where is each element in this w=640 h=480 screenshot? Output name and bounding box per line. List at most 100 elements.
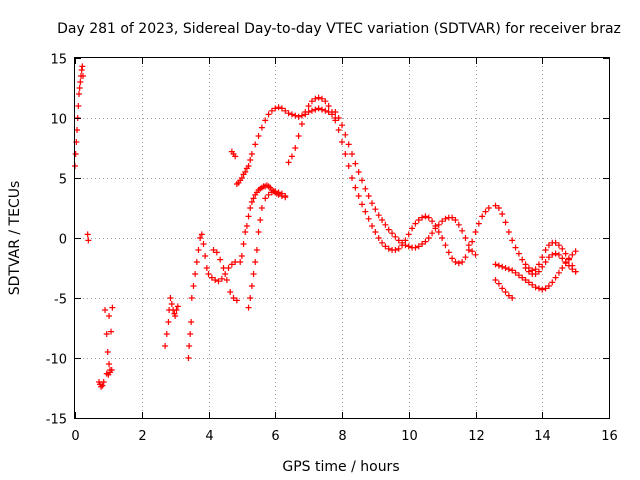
data-point <box>242 229 249 235</box>
data-point <box>349 175 356 181</box>
data-point <box>519 274 526 281</box>
data-point <box>552 274 559 281</box>
data-point <box>173 307 180 313</box>
data-point <box>382 243 389 250</box>
data-point <box>228 261 235 268</box>
data-point <box>412 220 419 227</box>
data-point <box>495 262 502 269</box>
x-tick-label: 14 <box>534 429 551 444</box>
data-point <box>288 111 295 118</box>
data-point <box>535 261 542 268</box>
data-point <box>555 251 562 258</box>
data-point <box>342 151 349 157</box>
data-point <box>379 217 386 223</box>
data-point <box>425 214 432 221</box>
data-point <box>312 95 319 102</box>
data-point <box>85 237 92 244</box>
data-point <box>305 103 312 109</box>
data-point <box>385 226 392 233</box>
data-point <box>392 233 399 240</box>
data-point <box>205 271 212 277</box>
data-point <box>349 151 356 157</box>
data-point <box>222 271 229 277</box>
data-point <box>512 244 519 251</box>
data-point <box>213 249 220 256</box>
data-point <box>250 271 257 277</box>
data-point <box>197 235 204 241</box>
data-point <box>365 193 372 199</box>
data-point <box>352 160 359 167</box>
data-point <box>108 328 115 335</box>
y-tick-label: -15 <box>46 413 67 428</box>
data-point <box>78 67 85 73</box>
data-point <box>322 107 329 114</box>
data-point <box>237 259 244 265</box>
data-point <box>352 184 359 191</box>
data-point <box>545 283 552 289</box>
data-point <box>312 106 319 113</box>
data-point <box>472 229 479 235</box>
data-point <box>532 271 539 277</box>
data-point <box>247 295 254 301</box>
y-tick-label: -10 <box>46 353 67 368</box>
data-point <box>223 277 230 283</box>
data-point <box>295 113 302 120</box>
data-point <box>217 256 224 263</box>
data-point <box>482 208 489 215</box>
data-point <box>469 248 476 255</box>
data-point <box>562 259 569 265</box>
data-point <box>525 268 532 275</box>
data-point <box>439 218 446 225</box>
data-point <box>76 91 83 97</box>
data-point <box>108 367 115 373</box>
data-point <box>502 265 509 271</box>
data-point <box>168 301 175 307</box>
data-point <box>99 382 106 389</box>
data-point <box>318 95 325 102</box>
data-point <box>432 225 439 232</box>
data-point <box>258 205 265 211</box>
y-tick-label: -5 <box>54 293 67 308</box>
data-point <box>562 250 569 257</box>
data-point <box>522 277 529 283</box>
data-point <box>389 230 396 237</box>
data-point <box>505 229 512 235</box>
data-point <box>225 265 232 271</box>
data-point <box>227 289 234 295</box>
data-point <box>492 202 499 209</box>
data-point <box>499 211 506 217</box>
data-point <box>465 242 472 249</box>
plot-frame <box>74 57 610 419</box>
data-point <box>492 277 499 283</box>
grid <box>75 58 609 418</box>
data-point <box>315 105 322 112</box>
data-point <box>425 235 432 241</box>
data-point <box>555 269 562 276</box>
data-point <box>282 107 289 114</box>
data-point <box>232 259 239 265</box>
data-point <box>375 235 382 241</box>
data-point <box>422 213 429 220</box>
data-point <box>559 245 566 252</box>
data-point <box>455 260 462 267</box>
data-point <box>415 243 422 250</box>
data-point <box>232 153 239 160</box>
data-point <box>247 205 254 211</box>
data-point <box>372 229 379 235</box>
data-point <box>372 206 379 213</box>
data-point <box>365 215 372 222</box>
x-tick-label: 6 <box>271 429 279 444</box>
data-point <box>193 259 200 265</box>
y-tick-label: 15 <box>50 53 67 68</box>
data-point <box>532 284 539 291</box>
data-point <box>245 163 252 169</box>
data-point <box>218 275 225 282</box>
data-point <box>275 104 282 111</box>
chart-title: Day 281 of 2023, Sidereal Day-to-day VTE… <box>57 21 621 37</box>
data-point <box>292 145 299 151</box>
data-point <box>505 266 512 273</box>
data-point <box>335 115 342 121</box>
data-point <box>502 219 509 226</box>
x-axis-label: GPS time / hours <box>282 459 399 475</box>
data-point <box>539 286 546 293</box>
